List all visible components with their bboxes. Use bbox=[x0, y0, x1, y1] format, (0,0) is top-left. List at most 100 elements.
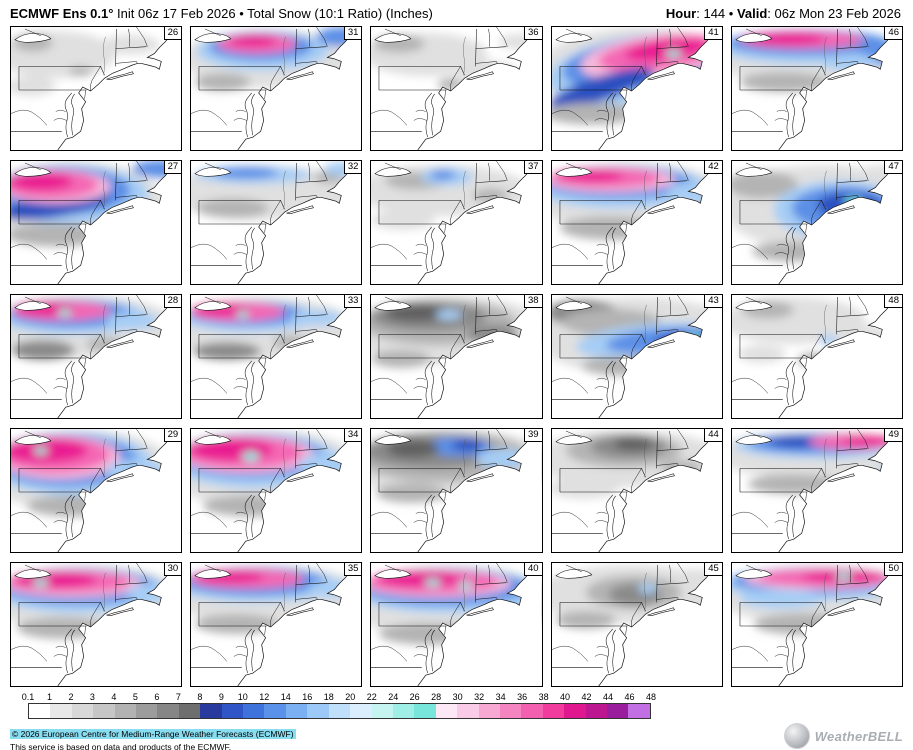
member-number-badge: 32 bbox=[343, 161, 362, 174]
colorbar-segment bbox=[200, 704, 222, 718]
colorbar-tick: 34 bbox=[495, 692, 506, 702]
ensemble-member-panel[interactable]: 27 bbox=[10, 160, 183, 285]
valid-info: Hour: 144 • Valid: 06z Mon 23 Feb 2026 bbox=[666, 6, 901, 21]
colorbar-tick: 10 bbox=[237, 692, 248, 702]
colorbar: 0.1 1 2 3 4 5 6 7 8 9 10 12 14 16 18 20 22 24 26 28 30 32 34 36… bbox=[22, 692, 656, 719]
ensemble-member-panel[interactable]: 40 bbox=[370, 562, 543, 687]
member-map-svg bbox=[11, 429, 182, 552]
colorbar-tick: 16 bbox=[302, 692, 313, 702]
colorbar-segment bbox=[50, 704, 72, 718]
ensemble-member-panel[interactable]: 39 bbox=[370, 428, 543, 553]
colorbar-segment bbox=[435, 704, 458, 718]
member-number-badge: 34 bbox=[343, 429, 362, 442]
colorbar-segment bbox=[478, 704, 500, 718]
colorbar-tick: 40 bbox=[560, 692, 571, 702]
colorbar-strip bbox=[28, 703, 651, 719]
service-text: This service is based on data and produc… bbox=[10, 741, 232, 750]
ensemble-member-panel[interactable]: 42 bbox=[550, 160, 723, 285]
member-map-svg bbox=[11, 161, 182, 284]
ensemble-member-panel[interactable]: 30 bbox=[10, 562, 183, 687]
colorbar-tick: 12 bbox=[259, 692, 270, 702]
member-map-svg bbox=[191, 295, 362, 418]
member-number-badge: 49 bbox=[884, 429, 902, 442]
chart-title: ECMWF Ens 0.1° Init 06z 17 Feb 2026 • To… bbox=[10, 6, 433, 21]
member-number-badge: 35 bbox=[343, 563, 362, 576]
member-map-svg bbox=[371, 295, 542, 418]
member-number-badge: 48 bbox=[884, 295, 902, 308]
member-map-svg bbox=[11, 27, 182, 150]
colorbar-tick: 48 bbox=[645, 692, 657, 702]
colorbar-segment bbox=[264, 704, 286, 718]
member-map-svg bbox=[371, 563, 542, 686]
ensemble-member-panel[interactable]: 47 bbox=[730, 160, 903, 285]
attribution: © 2026 European Centre for Medium-Range … bbox=[10, 728, 296, 750]
colorbar-tick: 24 bbox=[388, 692, 399, 702]
colorbar-segment bbox=[585, 704, 607, 718]
colorbar-segment bbox=[136, 704, 158, 718]
colorbar-tick: 22 bbox=[366, 692, 377, 702]
member-number-badge: 38 bbox=[524, 295, 542, 308]
colorbar-segment bbox=[157, 704, 179, 718]
member-map-svg bbox=[191, 27, 362, 150]
ensemble-member-panel[interactable]: 45 bbox=[550, 562, 723, 687]
member-map-svg bbox=[551, 161, 722, 284]
member-number-badge: 42 bbox=[704, 161, 722, 174]
member-map-svg bbox=[191, 161, 362, 284]
member-map-svg bbox=[551, 27, 722, 150]
member-map-svg bbox=[551, 429, 722, 552]
member-number-badge: 43 bbox=[704, 295, 722, 308]
ensemble-member-panel[interactable]: 46 bbox=[730, 26, 903, 151]
colorbar-segment bbox=[542, 704, 565, 718]
ensemble-member-panel[interactable]: 26 bbox=[10, 26, 183, 151]
colorbar-tick: 28 bbox=[431, 692, 442, 702]
member-map-svg bbox=[731, 563, 902, 686]
ensemble-member-panel[interactable]: 34 bbox=[190, 428, 363, 553]
member-number-badge: 40 bbox=[524, 563, 542, 576]
ensemble-member-panel[interactable]: 31 bbox=[190, 26, 363, 151]
colorbar-segment bbox=[457, 704, 479, 718]
member-number-badge: 47 bbox=[884, 161, 902, 174]
ensemble-member-panel[interactable]: 41 bbox=[550, 26, 723, 151]
colorbar-segment bbox=[414, 704, 436, 718]
valid-label: Valid bbox=[736, 6, 768, 21]
member-number-badge: 31 bbox=[343, 27, 362, 40]
member-map-svg bbox=[371, 27, 542, 150]
colorbar-tick: 3 bbox=[89, 692, 95, 702]
ensemble-member-panel[interactable]: 50 bbox=[730, 562, 903, 687]
weatherbell-logo-text: WeatherBELL bbox=[814, 728, 903, 744]
ensemble-member-panel[interactable]: 44 bbox=[550, 428, 723, 553]
member-number-badge: 39 bbox=[524, 429, 542, 442]
ensemble-member-panel[interactable]: 37 bbox=[370, 160, 543, 285]
ensemble-member-panel[interactable]: 29 bbox=[10, 428, 183, 553]
ensemble-member-panel[interactable]: 32 bbox=[190, 160, 363, 285]
ensemble-member-panel[interactable]: 28 bbox=[10, 294, 183, 419]
colorbar-segment bbox=[499, 704, 522, 718]
member-number-badge: 29 bbox=[163, 429, 182, 442]
hour-value: : 144 • bbox=[696, 6, 737, 21]
ensemble-member-panel[interactable]: 33 bbox=[190, 294, 363, 419]
member-map-svg bbox=[551, 563, 722, 686]
ensemble-member-panel[interactable]: 38 bbox=[370, 294, 543, 419]
colorbar-segment bbox=[114, 704, 137, 718]
valid-value: : 06z Mon 23 Feb 2026 bbox=[767, 6, 901, 21]
colorbar-tick: 32 bbox=[474, 692, 485, 702]
ensemble-member-panel[interactable]: 49 bbox=[730, 428, 903, 553]
ensemble-member-panel[interactable]: 36 bbox=[370, 26, 543, 151]
member-map-svg bbox=[371, 161, 542, 284]
colorbar-tick: 44 bbox=[603, 692, 614, 702]
member-map-svg bbox=[731, 295, 902, 418]
member-number-badge: 37 bbox=[524, 161, 542, 174]
ensemble-member-panel[interactable]: 48 bbox=[730, 294, 903, 419]
init-and-parameter: Init 06z 17 Feb 2026 • Total Snow (10:1 … bbox=[113, 6, 433, 21]
ensemble-member-panel[interactable]: 35 bbox=[190, 562, 363, 687]
colorbar-tick: 8 bbox=[197, 692, 203, 702]
member-number-badge: 50 bbox=[884, 563, 902, 576]
ensemble-member-panel[interactable]: 43 bbox=[550, 294, 723, 419]
colorbar-segment bbox=[521, 704, 543, 718]
member-number-badge: 30 bbox=[163, 563, 182, 576]
colorbar-tick: 5 bbox=[132, 692, 138, 702]
colorbar-segment bbox=[328, 704, 351, 718]
colorbar-segment bbox=[307, 704, 329, 718]
colorbar-segment bbox=[29, 704, 51, 718]
colorbar-segment bbox=[178, 704, 201, 718]
